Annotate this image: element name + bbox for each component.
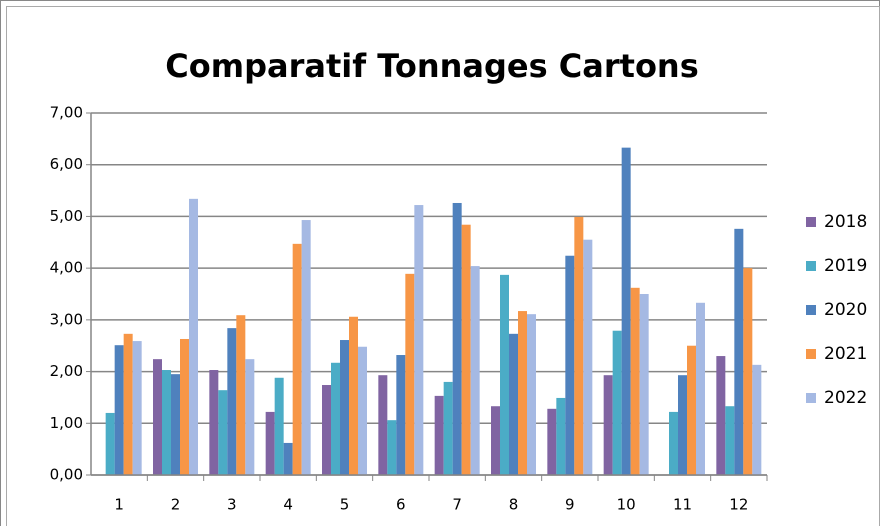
bar xyxy=(547,408,557,475)
y-tick-label: 1,00 xyxy=(50,414,83,432)
bar xyxy=(556,397,566,475)
legend-swatch xyxy=(806,349,816,359)
bar xyxy=(687,345,696,475)
bar xyxy=(301,220,311,475)
bar xyxy=(171,374,180,475)
bar xyxy=(162,370,171,475)
bar xyxy=(387,420,397,475)
bar xyxy=(209,370,219,475)
bar xyxy=(114,345,124,475)
bar xyxy=(527,314,536,475)
bar xyxy=(132,341,142,475)
bar xyxy=(752,364,762,475)
bar xyxy=(621,147,631,476)
x-tick-label: 11 xyxy=(673,496,692,514)
bar xyxy=(405,273,415,475)
bar xyxy=(265,411,275,475)
bar xyxy=(218,390,228,475)
bar xyxy=(678,375,687,475)
legend-label: 2022 xyxy=(824,388,867,408)
bar xyxy=(630,287,640,475)
bar xyxy=(283,442,293,475)
bar xyxy=(434,395,444,475)
bar xyxy=(349,316,358,475)
legend-label: 2020 xyxy=(824,300,867,320)
legend-swatch xyxy=(806,305,816,315)
bar xyxy=(583,239,593,475)
bar xyxy=(518,311,527,475)
bar xyxy=(396,355,406,475)
bar xyxy=(696,302,705,475)
legend-swatch xyxy=(806,217,816,227)
bar xyxy=(612,330,622,475)
bar xyxy=(245,359,255,475)
bar xyxy=(331,362,340,475)
bar xyxy=(574,216,584,475)
bar xyxy=(180,338,189,475)
y-tick-label: 7,00 xyxy=(50,104,83,122)
bar xyxy=(340,340,349,475)
x-tick-label: 3 xyxy=(227,496,237,514)
bar xyxy=(105,412,115,475)
bar xyxy=(725,406,735,475)
bar xyxy=(452,202,462,476)
bar xyxy=(734,228,744,475)
legend-label: 2021 xyxy=(824,344,867,364)
bar xyxy=(461,224,471,475)
bar xyxy=(123,333,133,475)
x-tick-label: 5 xyxy=(340,496,350,514)
x-tick-label: 7 xyxy=(452,496,462,514)
bar xyxy=(153,359,162,475)
bar xyxy=(443,381,453,475)
y-tick-label: 2,00 xyxy=(50,362,83,380)
y-tick-label: 3,00 xyxy=(50,310,83,328)
bar xyxy=(322,385,331,475)
chart-title: Comparatif Tonnages Cartons xyxy=(165,47,699,85)
bar xyxy=(639,294,649,475)
x-tick-label: 2 xyxy=(171,496,181,514)
legend-swatch xyxy=(806,261,816,271)
bar xyxy=(292,243,302,475)
x-tick-label: 6 xyxy=(396,496,406,514)
bar xyxy=(414,205,424,475)
y-tick-label: 4,00 xyxy=(50,259,83,277)
x-tick-label: 8 xyxy=(509,496,519,514)
bar xyxy=(743,268,753,475)
bar xyxy=(189,198,198,476)
bar xyxy=(470,266,480,475)
x-tick-label: 9 xyxy=(565,496,575,514)
bar xyxy=(227,328,237,475)
y-tick-label: 6,00 xyxy=(50,155,83,173)
bar xyxy=(603,375,613,475)
bar xyxy=(500,274,509,475)
x-tick-label: 12 xyxy=(729,496,748,514)
bar xyxy=(509,333,518,475)
legend-label: 2019 xyxy=(824,256,867,276)
x-tick-label: 4 xyxy=(283,496,293,514)
bar xyxy=(716,356,726,475)
x-tick-label: 10 xyxy=(617,496,636,514)
bar xyxy=(358,346,367,475)
legend-label: 2018 xyxy=(824,212,867,232)
y-tick-label: 5,00 xyxy=(50,207,83,225)
bar xyxy=(669,411,678,475)
x-tick-label: 1 xyxy=(114,496,124,514)
bar xyxy=(274,377,284,475)
legend-swatch xyxy=(806,393,816,403)
bar xyxy=(565,255,575,475)
bar xyxy=(378,375,388,475)
bar xyxy=(491,406,500,475)
y-tick-label: 0,00 xyxy=(50,466,83,484)
bar xyxy=(236,315,246,475)
